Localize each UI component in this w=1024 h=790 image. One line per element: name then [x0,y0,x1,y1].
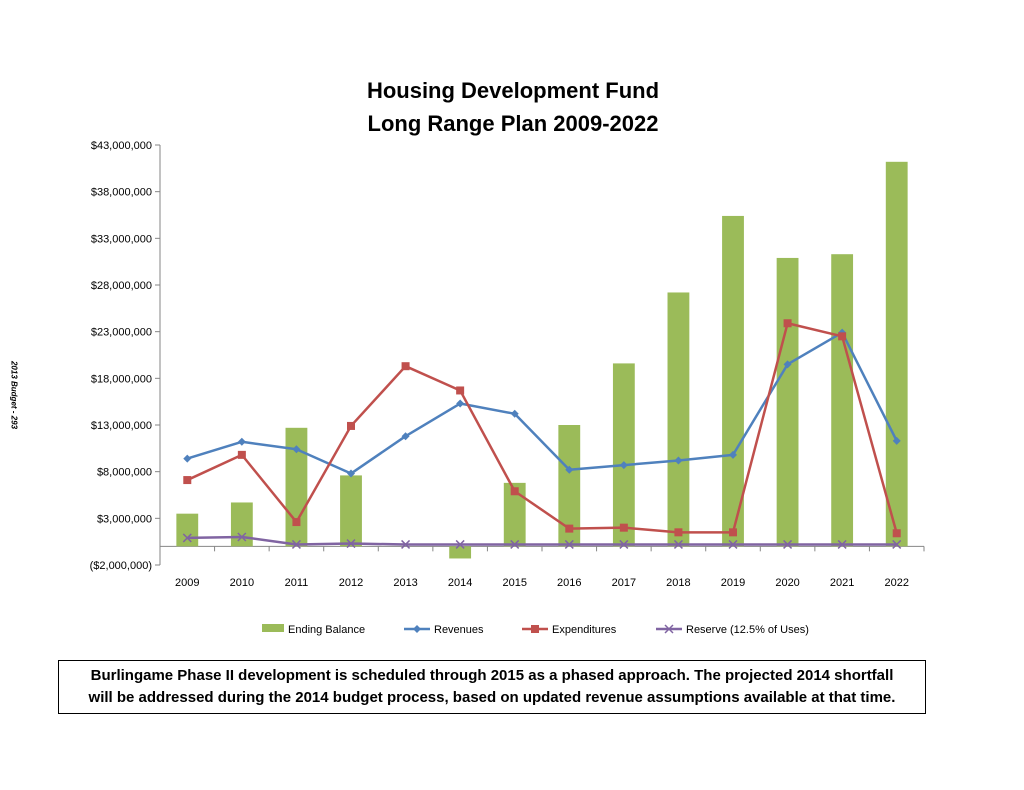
bar-ending-balance [885,161,908,547]
marker-x [619,539,629,549]
marker-x [664,624,674,634]
marker-x [728,539,738,549]
marker-x [837,539,847,549]
x-tick-label: 2016 [557,577,581,589]
axes: ($2,000,000) $3,000,000 $8,000,000 $13,000,… [90,140,925,589]
marker-x [564,539,574,549]
marker-square [565,524,574,533]
marker-diamond [456,399,465,408]
x-tick-label: 2010 [230,577,254,589]
x-tick-label: 2019 [721,577,745,589]
x-tick-label: 2021 [830,577,854,589]
marker-x [892,539,902,549]
marker-x [291,539,301,549]
marker-square [183,476,192,485]
bar-ending-balance [667,292,690,547]
bar-ending-balance [176,513,199,547]
x-tick-label: 2015 [502,577,526,589]
y-tick-label: $33,000,000 [91,233,152,245]
line-revenues [186,331,898,475]
marker-diamond [892,436,901,445]
marker-square [456,386,465,395]
line-reserve-12-5-of-uses [187,535,897,546]
marker-square [892,529,901,538]
marker-square [729,528,737,537]
bar-ending-balance [230,502,253,547]
marker-square [510,487,519,496]
marker-x [346,539,356,549]
chart-title-line-2: Long Range Plan 2009-2022 [368,111,659,136]
marker-diamond [783,360,792,369]
marker-square [674,528,683,537]
y-tick-label: ($2,000,000) [90,560,152,572]
legend-label: Expenditures [552,624,617,636]
marker-diamond [183,454,192,463]
marker-x [455,539,465,549]
marker-diamond [674,456,683,465]
series-lines [182,319,902,549]
y-tick-label: $13,000,000 [91,420,152,432]
bars [176,161,908,559]
x-tick-label: 2018 [666,577,690,589]
legend: Ending Balance Revenues Expenditures Reserv… [262,624,809,636]
marker-diamond [292,445,301,454]
marker-x [510,539,520,549]
legend-label: Ending Balance [288,624,365,636]
y-tick-label: $8,000,000 [97,467,152,479]
marker-diamond [619,461,628,470]
marker-square [838,332,847,341]
x-tick-label: 2013 [393,577,417,589]
marker-diamond [237,437,246,446]
y-tick-label: $3,000,000 [97,513,152,525]
bar-ending-balance [831,254,854,547]
marker-diamond [401,432,410,441]
x-tick-label: 2020 [775,577,799,589]
bar-ending-balance [722,215,744,547]
marker-diamond [565,465,574,474]
y-tick-label: $38,000,000 [91,187,152,199]
line-expenditures [186,322,898,534]
x-tick-label: 2012 [339,577,363,589]
x-tick-label: 2017 [612,577,636,589]
y-tick-label: $23,000,000 [91,327,152,339]
chart-title-line-1: Housing Development Fund [367,78,659,103]
marker-square [237,450,246,459]
x-tick-label: 2022 [884,577,908,589]
marker-x [401,539,411,549]
marker-square [401,362,410,371]
legend-swatch-ending-balance [262,624,284,632]
marker-square [292,518,301,527]
y-tick-label: $18,000,000 [91,373,152,385]
legend-label: Reserve (12.5% of Uses) [686,624,809,636]
x-tick-label: 2011 [285,577,309,589]
marker-x [783,539,793,549]
bar-ending-balance [449,546,472,559]
legend-label: Revenues [434,624,484,636]
marker-square [347,421,355,430]
footnote-line-1: Burlingame Phase II development is sched… [90,667,894,684]
bar-ending-balance [340,475,362,547]
marker-diamond [510,409,519,418]
marker-diamond [729,450,737,459]
bar-ending-balance [612,363,635,547]
marker-x [237,532,247,542]
marker-square [783,319,792,328]
marker-x [182,533,192,543]
marker-diamond [347,469,355,478]
marker-square [531,625,539,633]
footnote-box: Burlingame Phase II development is sched… [58,660,926,714]
y-tick-label: $43,000,000 [91,140,152,152]
marker-square [619,523,628,532]
marker-x [673,539,683,549]
footnote-line-2: will be addressed during the 2014 budget… [88,689,896,706]
bar-ending-balance [503,482,526,547]
bar-ending-balance [776,257,799,547]
marker-diamond [413,625,421,633]
bar-ending-balance [558,425,581,547]
x-tick-label: 2014 [448,577,472,589]
y-tick-label: $28,000,000 [91,280,152,292]
x-tick-label: 2009 [175,577,199,589]
